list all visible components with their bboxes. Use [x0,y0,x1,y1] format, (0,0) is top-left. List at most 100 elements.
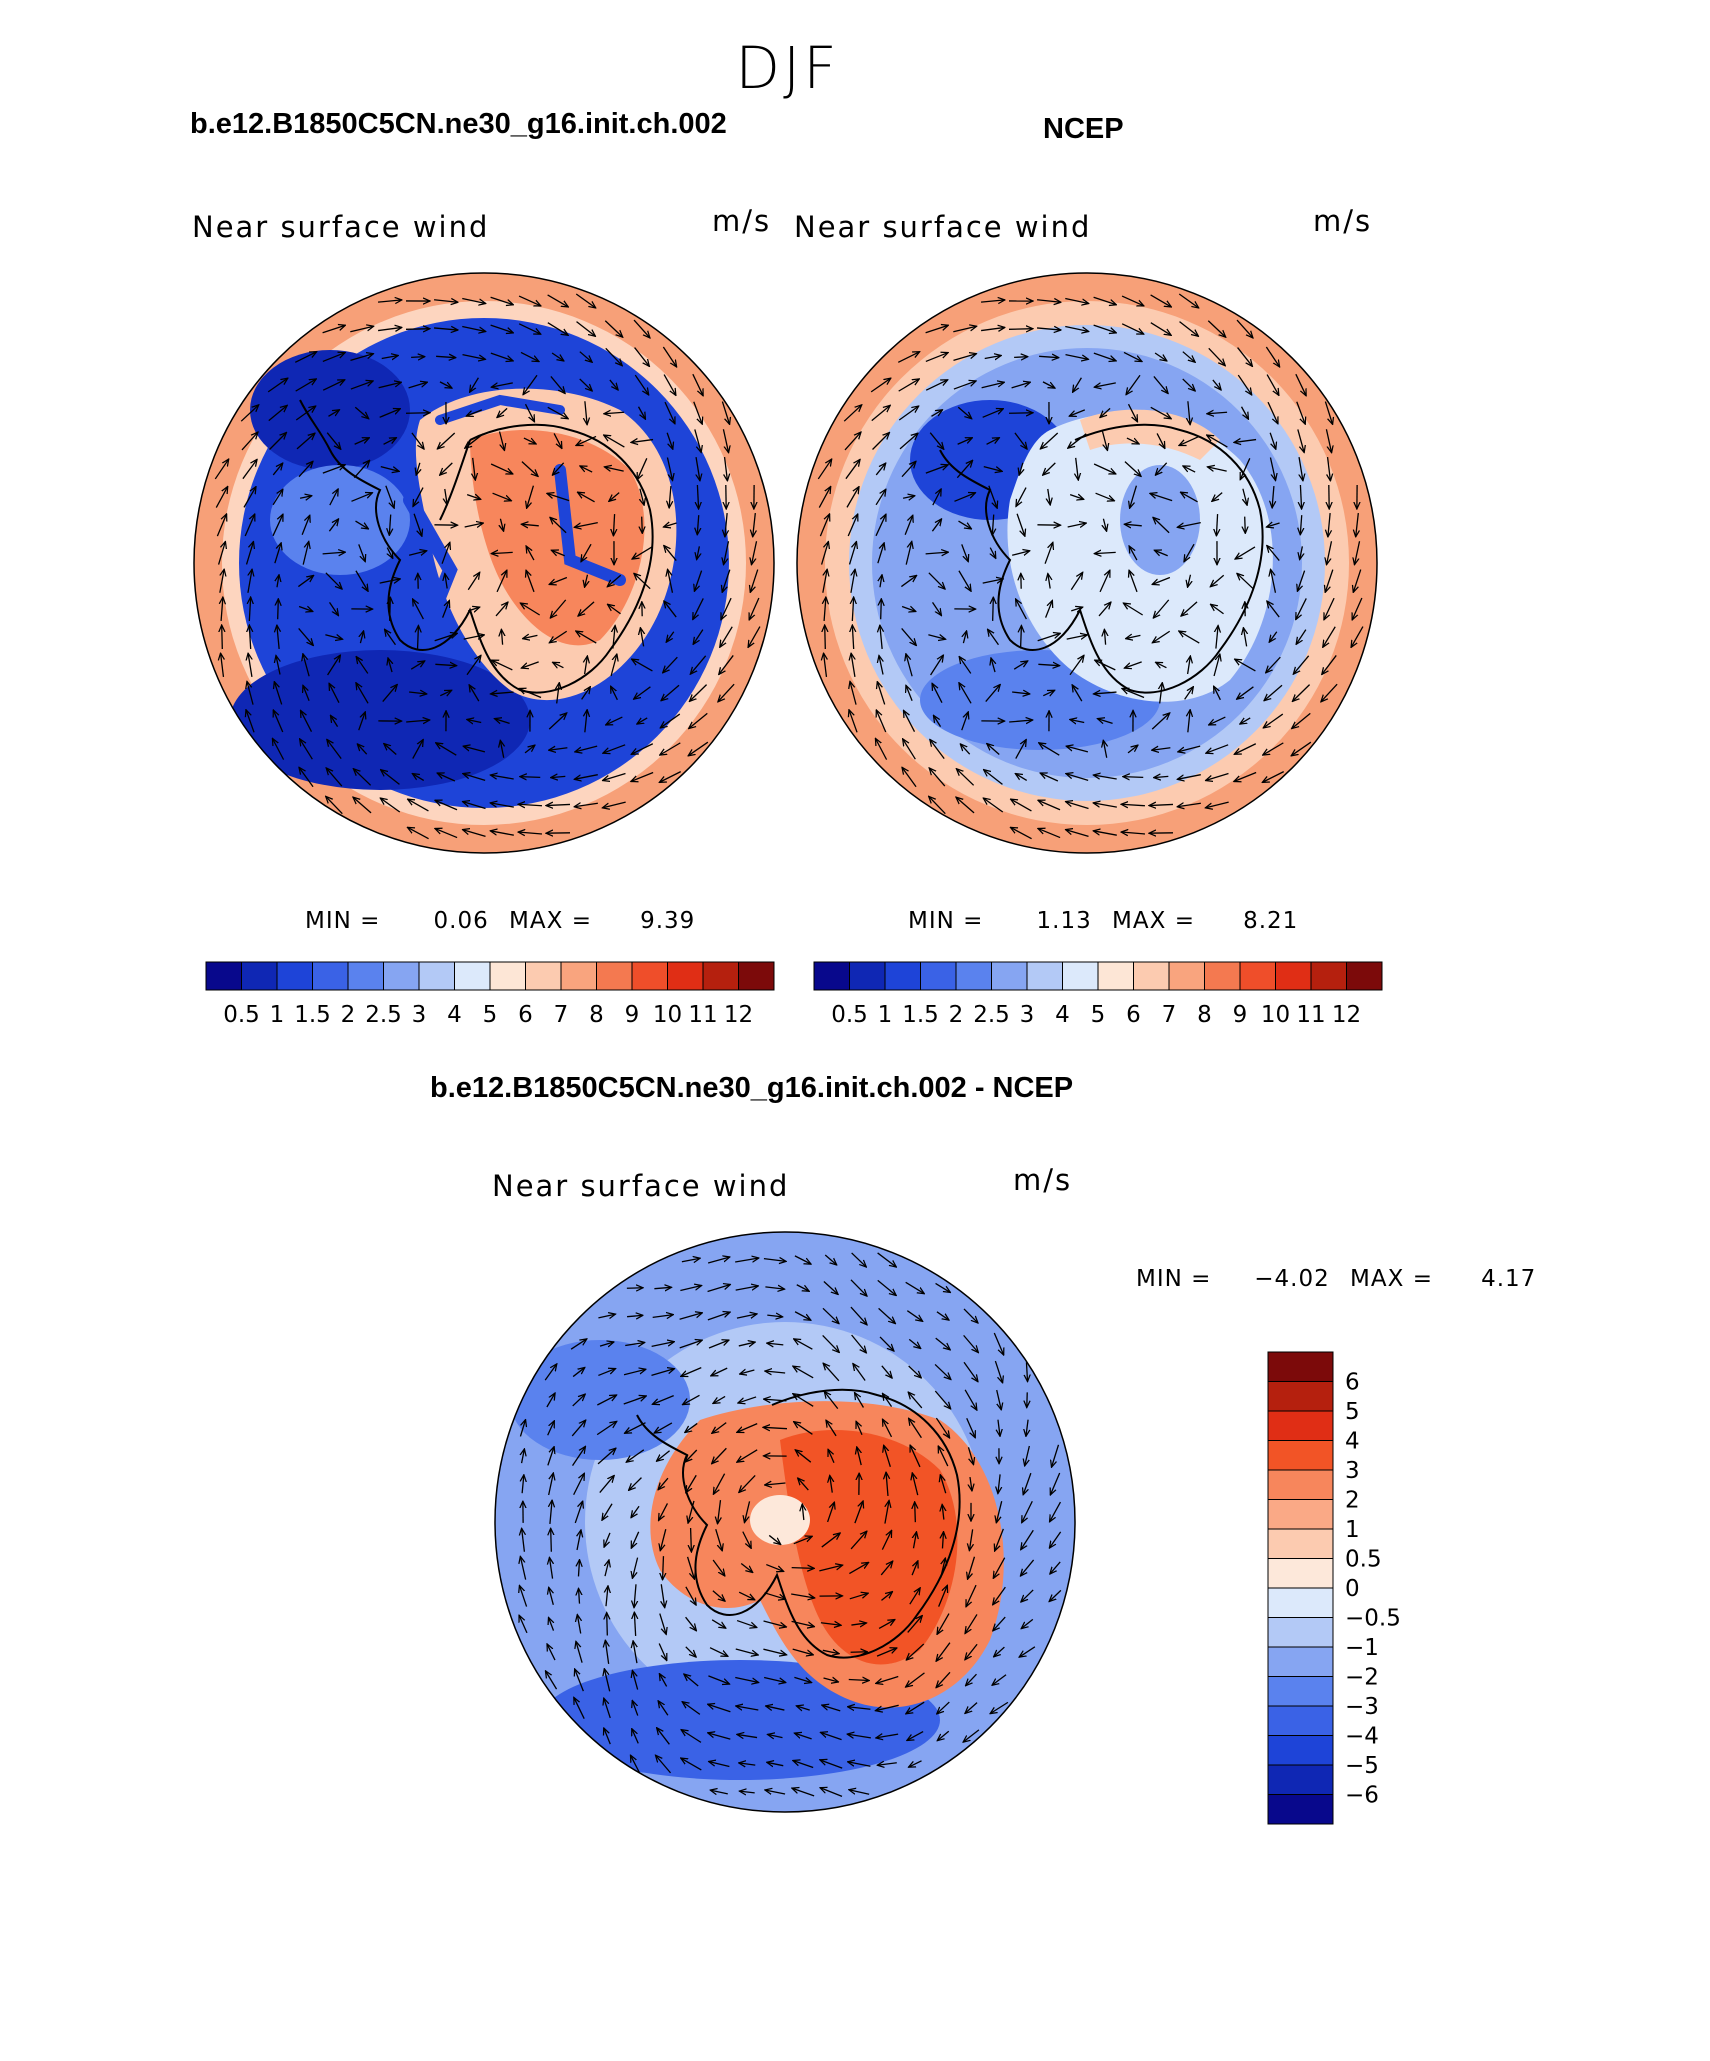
wind-vector [326,796,343,815]
wind-vector [823,1678,839,1682]
map-border [193,272,775,854]
wind-vector [828,1449,835,1463]
wind-vector [875,514,886,537]
wind-vector [1207,467,1227,471]
wind-vector [910,1445,921,1468]
wind-vector [685,1422,698,1432]
wind-vector [693,401,702,424]
wind-vector [549,630,568,643]
wind-vector [1129,546,1138,561]
wind-vector [1234,743,1257,755]
wind-vector [1177,522,1201,528]
wind-vector [933,715,942,728]
wind-vector [269,433,287,450]
wind-vector [659,771,682,783]
wind-vector [658,1643,667,1660]
wind-vector [1296,401,1305,424]
wind-vector [631,743,654,755]
wind-vector [573,1473,585,1496]
wind-vector [925,552,949,554]
colorbar-swatch [1267,1528,1334,1559]
wind-vector [1356,513,1359,537]
wind-vector [273,710,284,733]
wind-vector [875,489,886,506]
wind-vector [501,629,502,645]
wind-vector [652,1315,674,1318]
season-title: DJF [735,34,840,102]
wind-vector [696,457,700,481]
wind-vector [652,1395,674,1405]
wind-vector [1019,1646,1036,1657]
wind-vector [724,541,730,564]
wind-vector [1009,720,1033,722]
wind-vector [1296,598,1307,619]
wind-vector [885,1500,889,1524]
min-value: 0.06 [433,908,489,934]
wind-vector [993,1332,1003,1355]
wind-vector [322,353,345,363]
wind-vector [907,1616,923,1633]
wind-vector [384,744,397,755]
wind-vector [1328,457,1331,481]
wind-vector [966,1673,977,1686]
wind-vector [357,744,368,755]
wind-vector [767,1762,784,1765]
wind-vector [792,1788,815,1797]
colorbar-tick-label: 3 [412,1002,427,1028]
colorbar-swatch [1267,1440,1334,1471]
wind-vector [464,523,484,527]
wind-vector [490,352,513,361]
wind-vector [662,346,676,367]
colorbar-tick-label: 12 [724,1002,753,1028]
wind-vector [1021,1529,1034,1550]
wind-vector [911,1561,918,1576]
wind-vector [611,686,618,701]
wind-vector [680,1286,701,1292]
wind-vector [546,1393,555,1408]
colorbar-swatch [1267,1735,1334,1766]
wind-vector [248,569,252,593]
wind-vector [604,1669,611,1692]
wind-vector [1048,573,1050,589]
wind-vector [634,686,651,699]
wind-vector [991,658,995,673]
wind-vector [467,572,479,591]
wind-vector [899,433,918,450]
wind-vector [299,767,314,788]
colorbar-tick-label: −5 [1345,1753,1379,1779]
wind-vector [637,406,646,419]
colorbar-tick-label: 2.5 [973,1002,1010,1028]
wind-vector [1014,432,1027,449]
wind-vector [249,625,250,650]
wind-vector [465,433,484,448]
wind-vector [748,626,761,648]
wind-vector [1269,432,1276,450]
colorbar-tick-label: 4 [1055,1002,1070,1028]
wind-vector [751,541,758,564]
wind-vector [851,653,855,677]
wind-vector [439,381,452,388]
wind-vector [938,1585,948,1607]
colorbar-swatch [525,961,562,991]
colorbar-swatch [1267,1499,1334,1530]
wind-vector [1068,433,1087,448]
wind-vector [574,1697,585,1719]
wind-vector [585,574,588,588]
wind-vector [596,1421,617,1436]
wind-vector [707,1257,730,1264]
wind-vector [574,774,598,780]
wind-vector [518,804,543,805]
wind-vector [826,1420,837,1437]
wind-vector [663,1556,664,1580]
wind-vector [1181,601,1198,616]
colorbar-swatch [1267,1764,1334,1795]
wind-vector [548,1473,554,1496]
wind-vector [1323,626,1336,648]
wind-vector [848,1679,869,1680]
wind-vector [221,597,223,622]
wind-vector [350,381,373,390]
colorbar-swatch [991,961,1028,991]
wind-vector [965,1643,978,1660]
wind-vector [847,514,858,537]
wind-vector [1040,773,1059,782]
